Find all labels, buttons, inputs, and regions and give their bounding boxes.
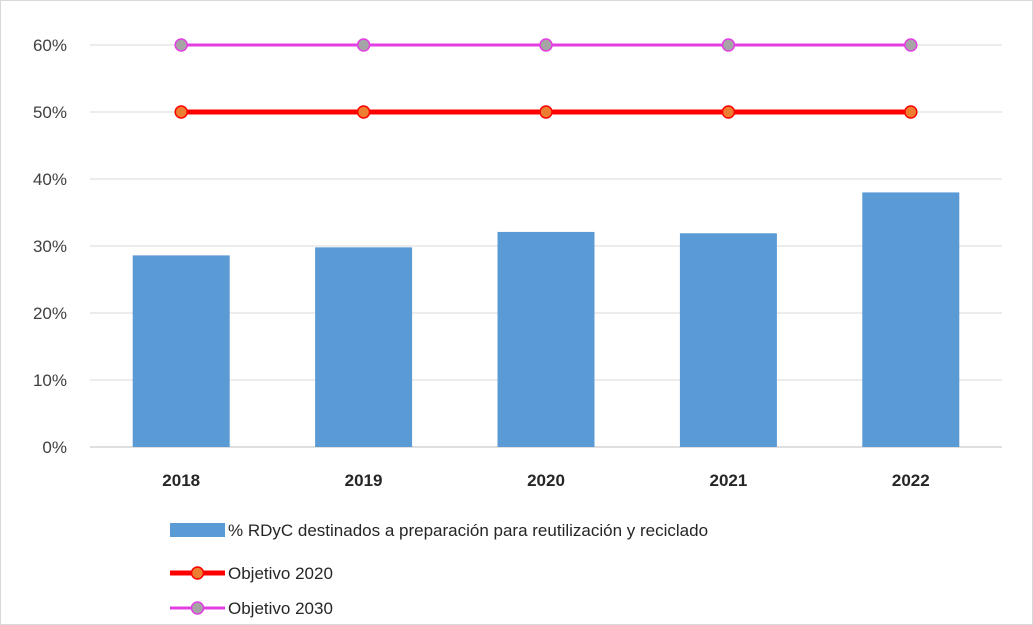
- line-marker-2020: [539, 105, 553, 119]
- x-tick-label: 2018: [162, 471, 200, 490]
- legend-label: Objetivo 2030: [228, 599, 333, 618]
- legend-item: Objetivo 2020: [170, 564, 333, 583]
- bar-2021: [679, 233, 777, 447]
- line-marker-2018: [174, 105, 188, 119]
- line-marker-2021: [721, 105, 736, 119]
- y-tick-label: 30%: [33, 237, 67, 256]
- line-marker-2021: [721, 38, 736, 52]
- legend-item: % RDyC destinados a preparación para reu…: [170, 521, 708, 540]
- line-marker-2022: [904, 105, 918, 119]
- x-axis-ticks: 2018 2019 2020 2021 2022: [162, 471, 929, 490]
- bar-2022: [862, 192, 960, 447]
- y-axis-ticks: 0% 10% 20% 30% 40% 50% 60%: [33, 36, 67, 457]
- bar-2020: [497, 231, 595, 447]
- legend: % RDyC destinados a preparación para reu…: [170, 521, 708, 618]
- y-tick-label: 50%: [33, 103, 67, 122]
- x-tick-label: 2022: [892, 471, 930, 490]
- line-marker-2019: [356, 38, 371, 52]
- x-tick-label: 2019: [345, 471, 383, 490]
- bar-2018: [132, 255, 230, 447]
- y-tick-label: 60%: [33, 36, 67, 55]
- y-tick-label: 20%: [33, 304, 67, 323]
- y-tick-label: 40%: [33, 170, 67, 189]
- y-tick-label: 10%: [33, 371, 67, 390]
- x-tick-label: 2020: [527, 471, 565, 490]
- line-marker-2018: [174, 38, 188, 52]
- legend-marker: [190, 566, 205, 580]
- legend-label: % RDyC destinados a preparación para reu…: [228, 521, 708, 540]
- legend-item: Objetivo 2030: [170, 599, 333, 618]
- line-series: [174, 38, 918, 119]
- legend-marker: [190, 601, 205, 615]
- x-tick-label: 2021: [709, 471, 747, 490]
- line-marker-2019: [356, 105, 371, 119]
- y-tick-label: 0%: [42, 438, 67, 457]
- line-marker-2022: [904, 38, 918, 52]
- line-marker-2020: [539, 38, 553, 52]
- legend-swatch: [170, 523, 225, 537]
- bar-series: [132, 192, 960, 447]
- bar-2019: [315, 247, 413, 447]
- legend-label: Objetivo 2020: [228, 564, 333, 583]
